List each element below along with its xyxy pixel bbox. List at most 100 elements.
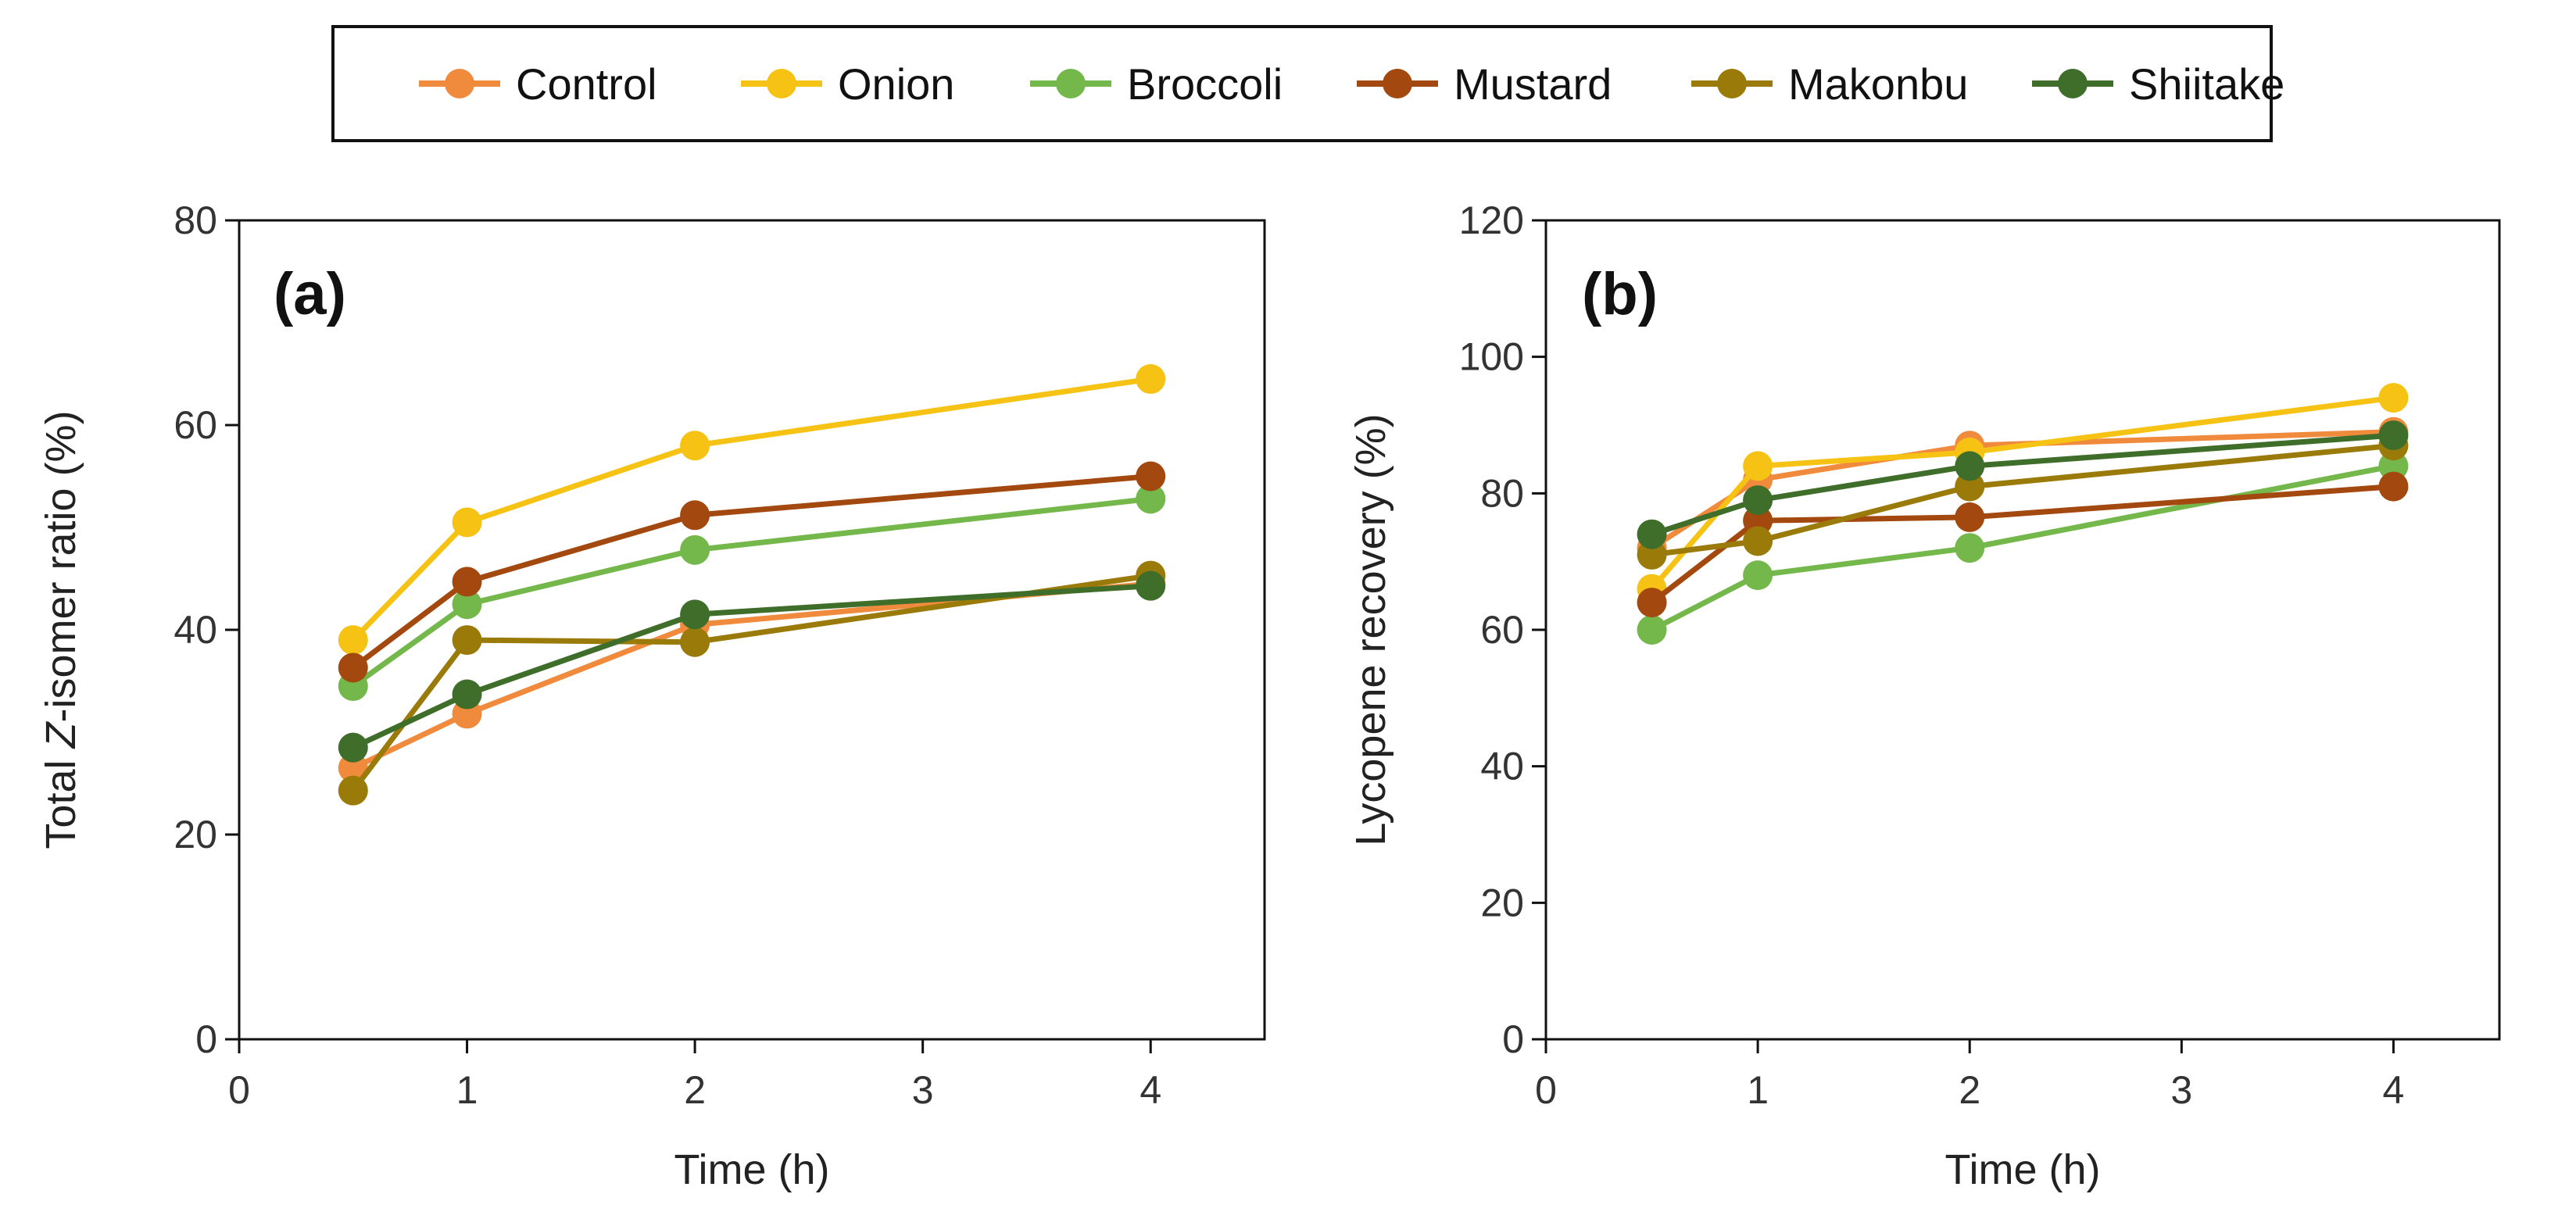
- panel-b-mustard-point-1: [1743, 506, 1773, 536]
- panel-b-x-ticks: 0 1 2 3 4: [1535, 1039, 2404, 1112]
- panel-a-y-axis-title-italic: Z: [38, 720, 84, 749]
- panel-b-broccoli-point-0.5: [1637, 615, 1667, 645]
- panel-a-mustard-point-0.5: [338, 652, 368, 683]
- panel-a-shiitake-point-0.5: [338, 732, 368, 763]
- panel-b-x-axis-title: Time (h): [1945, 1146, 2101, 1193]
- panel-b-makonbu-line: [1651, 442, 2394, 558]
- panel-a-control-line: [352, 581, 1151, 771]
- legend-marker-shiitake: [2058, 69, 2088, 98]
- panel-a-broccoli-line: [351, 495, 1151, 688]
- panel-a-makonbu-point-1: [452, 625, 482, 656]
- legend-item-shiitake: Shiitake: [2032, 59, 2284, 109]
- panel-a-y-tick-label-20: 20: [174, 813, 217, 856]
- panel-b-y-tick-label-0: 0: [1502, 1017, 1524, 1061]
- legend-label-onion: Onion: [838, 59, 954, 109]
- panel-a-shiitake-point-1: [452, 679, 482, 710]
- panel-b-y-tick-label-40: 40: [1480, 745, 1524, 788]
- panel-a-x-tick-label-4: 4: [1140, 1068, 1161, 1112]
- panel-b-shiitake-line: [1651, 432, 2394, 538]
- panel-a: 0 20 40 60 80 0 1 2 3 4 (a) Time (h) Total Z-iso…: [38, 198, 1266, 1193]
- panel-a-mustard-point-4: [1136, 461, 1166, 492]
- legend-marker-broccoli: [1056, 69, 1086, 98]
- panel-a-onion-point-2: [680, 431, 710, 461]
- panel-b-y-axis-title: Lycopene recovery (%): [1347, 413, 1394, 845]
- panel-b-x-tick-label-3: 3: [2170, 1068, 2192, 1112]
- panel-b-mustard-point-0.5: [1637, 588, 1667, 618]
- panel-a-onion-series: [338, 364, 1166, 656]
- panel-a-broccoli-point-4: [1136, 484, 1166, 514]
- panel-b-onion-point-1: [1743, 451, 1773, 481]
- panel-a-x-tick-label-3: 3: [912, 1068, 934, 1112]
- panel-a-shiitake-series: [338, 570, 1166, 763]
- panel-b-shiitake-point-2: [1955, 451, 1985, 481]
- panel-a-y-tick-label-0: 0: [195, 1017, 217, 1061]
- panel-b-mustard-point-4: [2378, 471, 2409, 502]
- panel-a-broccoli-point-1: [452, 589, 482, 620]
- panel-a-makonbu-point-2: [680, 627, 710, 657]
- panel-a-y-tick-label-40: 40: [174, 608, 217, 652]
- legend-label-control: Control: [516, 59, 657, 109]
- panel-b-y-tick-label-100: 100: [1459, 335, 1524, 379]
- panel-b-x-tick-label-2: 2: [1959, 1068, 1980, 1112]
- panel-b-plot-frame: [1544, 219, 2501, 1041]
- panel-a-mustard-point-1: [452, 567, 482, 597]
- panel-b-x-tick-label-1: 1: [1747, 1068, 1769, 1112]
- panel-a-makonbu-series: [338, 560, 1166, 806]
- panel-b-control-line: [1650, 429, 2394, 551]
- legend-item-onion: Onion: [741, 59, 954, 109]
- panel-b-onion-line: [1649, 395, 2394, 591]
- panel-a-onion-point-4: [1136, 364, 1166, 395]
- legend-marker-control: [445, 69, 474, 98]
- legend-item-broccoli: Broccoli: [1030, 59, 1283, 109]
- panel-b-series: [1637, 383, 2409, 645]
- panel-b-shiitake-point-1: [1743, 485, 1773, 516]
- panel-a-makonbu-line: [351, 573, 1151, 792]
- panel-a-x-axis-title: Time (h): [674, 1146, 830, 1193]
- legend-item-mustard: Mustard: [1357, 59, 1612, 109]
- panel-a-y-axis-title: Total Z-isomer ratio (%): [38, 410, 84, 849]
- panel-a-shiitake-line: [352, 583, 1151, 750]
- panel-b-makonbu-point-2: [1955, 471, 1985, 502]
- panel-b-shiitake-series: [1637, 420, 2409, 549]
- legend-label-shiitake: Shiitake: [2129, 59, 2284, 109]
- panel-a-x-tick-label-0: 0: [228, 1068, 250, 1112]
- legend-marker-mustard: [1383, 69, 1412, 98]
- panel-b-x-tick-label-0: 0: [1535, 1068, 1557, 1112]
- panel-b-broccoli-point-2: [1955, 533, 1985, 563]
- panel-a-plot-frame: [238, 219, 1266, 1041]
- panel-b-x-tick-label-4: 4: [2383, 1068, 2405, 1112]
- panel-a-onion-point-1: [452, 507, 482, 538]
- legend-item-control: Control: [419, 59, 657, 109]
- panel-a-x-tick-label-1: 1: [456, 1068, 478, 1112]
- panel-a-y-axis-title-prefix: Total: [38, 748, 84, 849]
- panel-a-onion-point-0.5: [338, 625, 368, 656]
- legend-item-makonbu: Makonbu: [1691, 59, 1968, 109]
- panel-a-shiitake-point-2: [680, 599, 710, 630]
- panel-b-shiitake-point-4: [2378, 420, 2409, 451]
- panel-b-mustard-series: [1637, 471, 2409, 618]
- panel-a-x-tick-label-2: 2: [684, 1068, 706, 1112]
- legend-box: [331, 25, 2273, 142]
- panel-a-y-ticks: 0 20 40 60 80: [174, 198, 239, 1061]
- panel-b-shiitake-point-0.5: [1637, 519, 1667, 549]
- legend-marker-onion: [767, 69, 796, 98]
- panel-b-y-ticks: 0 20 40 60 80 100 120: [1459, 198, 1546, 1061]
- panel-a-y-axis-title-suffix: -isomer ratio (%): [38, 410, 84, 722]
- panel-b-makonbu-point-1: [1743, 526, 1773, 556]
- panel-b-broccoli-point-1: [1743, 560, 1773, 591]
- panel-a-mustard-line: [351, 474, 1151, 670]
- panel-b-broccoli-line: [1650, 463, 2395, 633]
- panel-b-y-tick-label-120: 120: [1459, 198, 1524, 242]
- panel-a-y-tick-label-60: 60: [174, 403, 217, 447]
- panel-b-y-tick-label-60: 60: [1480, 608, 1524, 652]
- panel-b-broccoli-point-4: [2378, 451, 2409, 481]
- panel-b-mustard-point-2: [1955, 502, 1985, 532]
- panel-a-onion-line: [351, 376, 1151, 642]
- legend-label-mustard: Mustard: [1454, 59, 1612, 109]
- panel-b-y-tick-label-20: 20: [1480, 881, 1524, 924]
- panel-b: 0 20 40 60 80 100 120 0 1 2 3 4 (b) Time (h) Lycop…: [1347, 198, 2501, 1193]
- panel-a-control-point-0.5: [338, 752, 368, 783]
- panel-b-label: (b): [1582, 261, 1658, 327]
- legend-marker-makonbu: [1717, 69, 1747, 98]
